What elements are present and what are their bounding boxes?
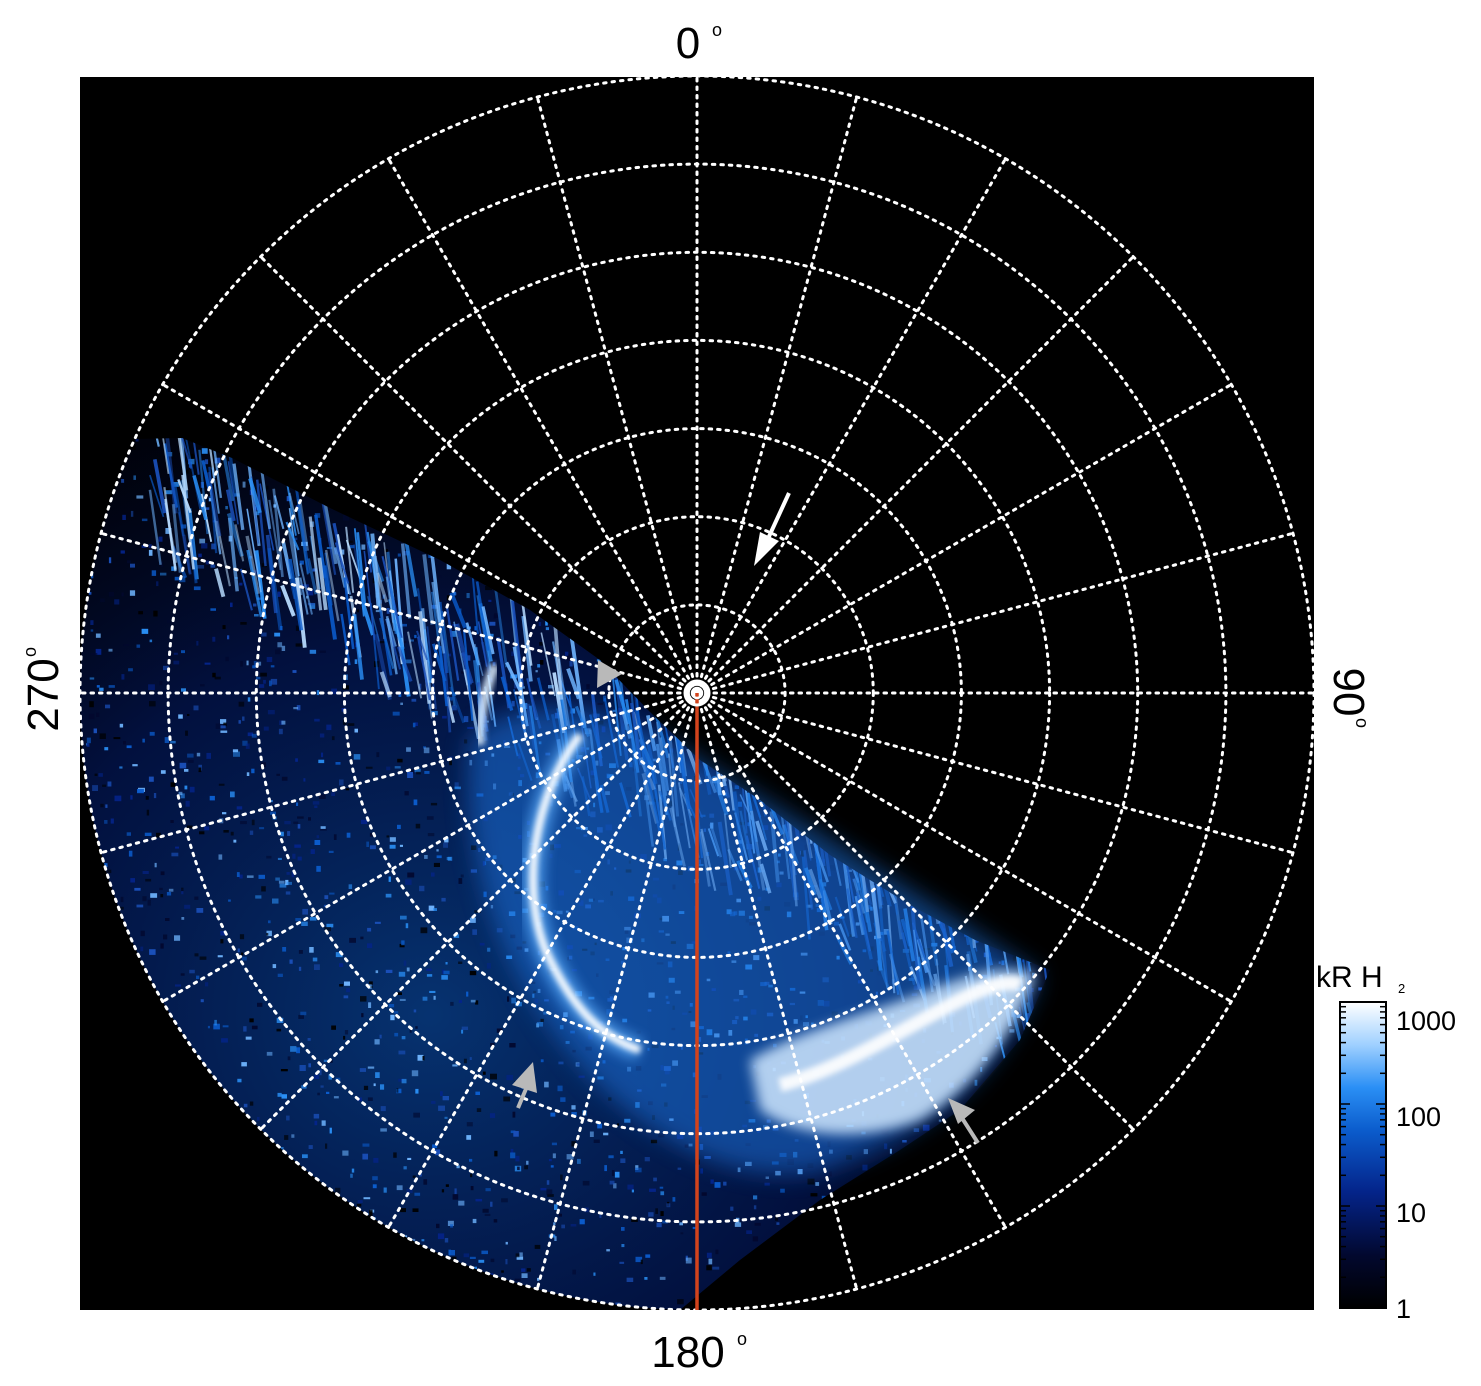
meridian-line (161, 691, 699, 1003)
label-top-0-degrees: 0 o (676, 19, 722, 68)
meridian-line (259, 255, 699, 695)
colorbar-tick-1000: 1000 (1396, 1006, 1456, 1036)
colorbar-gradient (1339, 1001, 1387, 1309)
meridian-line (99, 691, 699, 855)
svg-text:o: o (737, 1329, 747, 1349)
meridian-line (695, 383, 1233, 695)
svg-text:0: 0 (676, 19, 700, 68)
latitude-circle (519, 515, 875, 871)
meridian-line (387, 157, 699, 695)
meridian-line (695, 157, 1007, 695)
white-arrow-annotation (754, 492, 791, 566)
bright-polar-spot (474, 663, 500, 746)
colorbar: kR H 2 1000 100 10 1 (1316, 961, 1456, 1324)
colorbar-tick-1: 1 (1396, 1294, 1411, 1324)
main-auroral-oval-arc-core (529, 732, 642, 1054)
colorbar-tick-marks (1340, 1005, 1386, 1309)
meridian-line (161, 383, 699, 695)
meridian-line (99, 531, 699, 695)
meridian-line (695, 95, 859, 695)
meridian-line (695, 691, 1295, 855)
bright-dawn-emission-patch (750, 970, 1035, 1134)
svg-text:o: o (20, 647, 40, 657)
meridian-line (695, 691, 1233, 1003)
grey-arrow-lower-left (512, 1062, 537, 1109)
colorbar-tick-10: 10 (1396, 1198, 1426, 1228)
label-left-270-degrees: 270 o (19, 647, 68, 732)
colorbar-tick-100: 100 (1396, 1102, 1441, 1132)
grey-arrow-lower-right (948, 1098, 980, 1145)
meridian-line (535, 95, 699, 695)
meridian-line (695, 691, 859, 1291)
colorbar-unit-label: kR H (1316, 961, 1383, 994)
colorbar-unit-subscript: 2 (1398, 981, 1405, 996)
meridian-line (695, 531, 1295, 695)
grey-arrow-near-pole (597, 660, 622, 688)
label-right-90-degrees: 90 o (1324, 668, 1373, 728)
pole-marker-outer (683, 679, 711, 707)
meridian-line (695, 255, 1135, 695)
svg-text:180: 180 (651, 1328, 724, 1377)
meridian-line (695, 691, 1007, 1229)
meridian-line (695, 691, 1135, 1131)
svg-text:o: o (712, 20, 722, 40)
meridian-line (387, 691, 699, 1229)
pole-marker-inner (690, 686, 704, 700)
label-bottom-180-degrees: 180 o (651, 1328, 747, 1377)
meridian-line (259, 691, 699, 1131)
svg-text:o: o (1352, 718, 1372, 728)
svg-text:90: 90 (1324, 668, 1373, 717)
meridian-line (535, 691, 699, 1291)
svg-text:270: 270 (19, 658, 68, 731)
bright-dawn-emission-core (778, 976, 1024, 1092)
